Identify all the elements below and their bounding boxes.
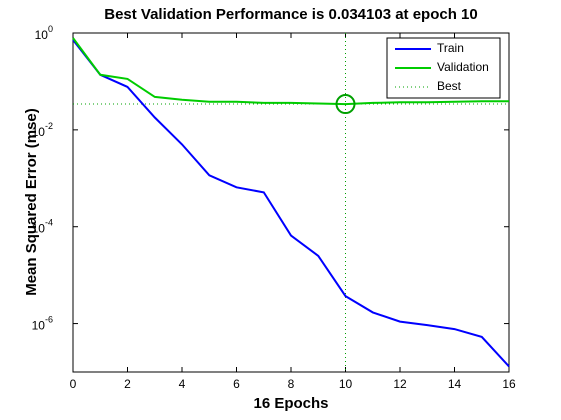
y-axis-label: Mean Squared Error (mse) [23, 108, 40, 296]
y-tick-base: 10 [32, 222, 46, 236]
y-tick-exponent: 0 [48, 24, 53, 34]
legend-label: Validation [437, 60, 489, 74]
series-line [72, 37, 509, 106]
y-tick-exponent: -2 [45, 121, 53, 131]
legend-label: Best [437, 79, 462, 93]
x-tick-label: 2 [124, 377, 131, 391]
y-tick-base: 10 [35, 28, 49, 42]
y-tick-label: 10-2 [32, 121, 53, 139]
y-tick-label: 10-4 [32, 218, 53, 236]
best-marker [335, 94, 356, 115]
x-tick-label: 8 [288, 377, 295, 391]
y-tick-base: 10 [32, 125, 46, 139]
series-line [72, 39, 510, 368]
x-tick-label: 0 [70, 377, 77, 391]
chart-title: Best Validation Performance is 0.034103 … [104, 6, 478, 23]
x-tick-label: 6 [233, 377, 240, 391]
y-tick-label: 100 [35, 24, 53, 42]
x-tick-label: 4 [179, 377, 186, 391]
legend-label: Train [437, 41, 464, 55]
x-tick-label: 14 [448, 377, 462, 391]
x-tick-label: 10 [339, 377, 353, 391]
x-axis-label: 16 Epochs [253, 395, 328, 412]
y-tick-base: 10 [32, 319, 46, 333]
y-tick-exponent: -4 [45, 218, 53, 228]
x-tick-label: 16 [502, 377, 516, 391]
y-tick-exponent: -6 [45, 315, 53, 325]
y-tick-label: 10-6 [32, 315, 53, 333]
x-tick-label: 12 [393, 377, 407, 391]
